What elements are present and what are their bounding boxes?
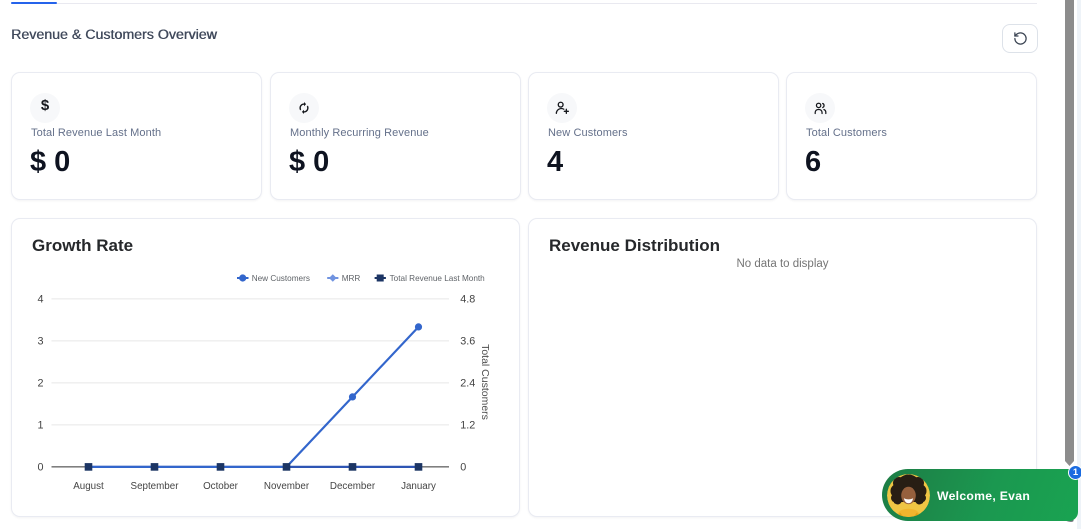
svg-text:3.6: 3.6 bbox=[460, 336, 475, 348]
svg-text:September: September bbox=[131, 481, 180, 492]
svg-text:New Customers: New Customers bbox=[252, 274, 310, 283]
svg-text:December: December bbox=[330, 481, 376, 492]
svg-text:4.8: 4.8 bbox=[460, 294, 475, 306]
svg-text:October: October bbox=[203, 481, 239, 492]
svg-text:August: August bbox=[73, 481, 104, 492]
svg-text:Total Customers: Total Customers bbox=[479, 344, 491, 420]
svg-text:2: 2 bbox=[37, 378, 43, 390]
svg-text:0: 0 bbox=[37, 462, 43, 474]
svg-text:4: 4 bbox=[37, 294, 43, 306]
svg-text:Total Revenue Last Month: Total Revenue Last Month bbox=[390, 274, 486, 283]
svg-text:January: January bbox=[401, 481, 436, 492]
svg-text:November: November bbox=[264, 481, 310, 492]
svg-text:1.2: 1.2 bbox=[460, 420, 475, 432]
svg-text:2.4: 2.4 bbox=[460, 378, 475, 390]
svg-text:0: 0 bbox=[460, 462, 466, 474]
svg-text:3: 3 bbox=[37, 336, 43, 348]
svg-text:MRR: MRR bbox=[342, 274, 361, 283]
svg-text:1: 1 bbox=[37, 420, 43, 432]
